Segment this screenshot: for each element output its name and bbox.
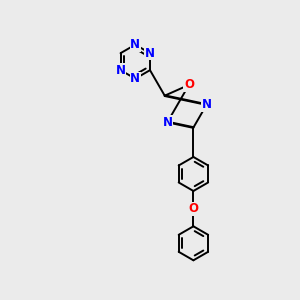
Text: N: N (130, 38, 140, 51)
Text: N: N (202, 98, 212, 111)
Text: N: N (145, 47, 155, 60)
Text: N: N (130, 72, 140, 85)
Text: O: O (184, 78, 194, 92)
Text: O: O (188, 202, 198, 215)
Text: N: N (116, 64, 126, 77)
Text: N: N (163, 116, 172, 128)
